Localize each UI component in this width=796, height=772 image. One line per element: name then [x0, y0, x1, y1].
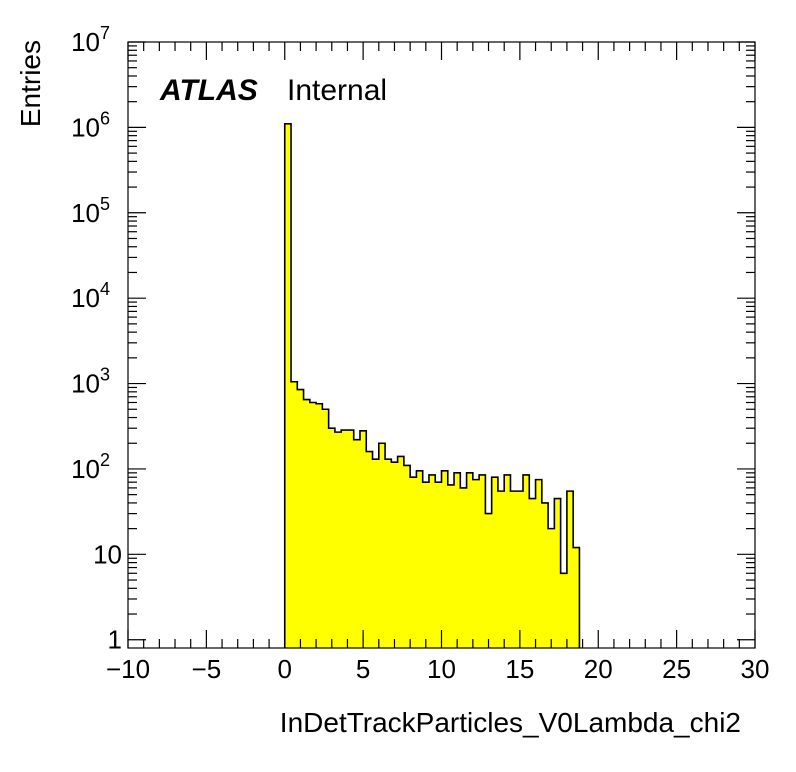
- histogram-bar: [359, 430, 367, 648]
- x-tick-label: 5: [356, 654, 370, 684]
- histogram-bar: [341, 430, 348, 648]
- x-tick-label: 15: [505, 654, 534, 684]
- x-tick-label: 30: [741, 654, 770, 684]
- histogram-bar: [560, 573, 568, 648]
- histogram-bar: [378, 443, 386, 648]
- y-tick-label: 102: [71, 450, 110, 484]
- x-tick-label: −10: [106, 654, 150, 684]
- histogram-bar: [479, 474, 486, 648]
- histogram-bar: [566, 491, 574, 648]
- y-axis-title: Entries: [15, 40, 46, 127]
- histogram-bars: [284, 123, 580, 648]
- histogram-bar: [322, 409, 330, 648]
- histogram-bar: [485, 513, 493, 648]
- histogram-bar: [497, 491, 505, 648]
- histogram-bar: [523, 474, 530, 648]
- histogram-bar: [428, 474, 436, 648]
- histogram-bar: [309, 402, 317, 648]
- histogram-bar: [573, 547, 580, 648]
- histogram-bar: [316, 403, 323, 648]
- histogram-bar: [385, 459, 392, 648]
- axis-ticks: [127, 41, 756, 648]
- histogram-bar: [328, 428, 336, 648]
- histogram-bar: [303, 399, 311, 648]
- histogram-bar: [334, 432, 342, 648]
- internal-label: Internal: [287, 74, 387, 107]
- y-tick-labels: 1 10 102 103 104 105 106 107: [71, 23, 122, 655]
- histogram-bar: [535, 479, 543, 648]
- y-tick-label: 107: [71, 23, 110, 57]
- histogram-bar: [529, 498, 536, 648]
- histogram-bar: [403, 465, 411, 648]
- histogram-bar: [366, 451, 373, 648]
- histogram-bar: [510, 491, 518, 648]
- atlas-label: ATLAS: [159, 74, 258, 107]
- y-tick-label: 105: [71, 194, 110, 228]
- histogram-bar: [416, 470, 424, 648]
- histogram-bar: [284, 123, 292, 648]
- histogram-bar: [548, 528, 555, 648]
- histogram-bar: [504, 474, 511, 648]
- x-tick-labels: −10 −5 0 5 10 15 20 25 30: [106, 654, 770, 684]
- histogram-outline: [283, 123, 581, 648]
- histogram-bar: [541, 502, 549, 648]
- histogram-bar: [454, 472, 461, 648]
- x-tick-label: −5: [192, 654, 222, 684]
- x-tick-label: 10: [427, 654, 456, 684]
- histogram-bar: [347, 430, 355, 648]
- x-tick-label: 20: [584, 654, 613, 684]
- x-tick-label: 25: [662, 654, 691, 684]
- histogram-bar: [435, 482, 442, 648]
- histogram-bar: [422, 482, 430, 648]
- y-tick-label: 103: [71, 365, 110, 399]
- y-tick-label: 104: [71, 279, 110, 313]
- y-tick-label: 106: [71, 108, 110, 142]
- x-tick-label: 0: [278, 654, 292, 684]
- histogram-bar: [441, 470, 449, 648]
- histogram-bar: [397, 456, 405, 648]
- histogram-bar: [410, 477, 417, 648]
- histogram-bar: [391, 462, 399, 648]
- histogram-bar: [466, 472, 474, 648]
- histogram-bar: [297, 389, 304, 648]
- histogram-bar: [516, 491, 524, 648]
- histogram-bar: [554, 498, 562, 648]
- histogram-bar: [372, 459, 380, 648]
- histogram-bar: [447, 484, 455, 648]
- histogram-bar: [472, 479, 480, 648]
- histogram-bar: [291, 381, 298, 648]
- y-tick-label: 10: [93, 539, 122, 569]
- x-axis-title: InDetTrackParticles_V0Lambda_chi2: [280, 707, 741, 738]
- y-tick-label: 1: [108, 625, 122, 655]
- histogram-bar: [491, 477, 499, 648]
- histogram-bar: [353, 439, 361, 648]
- histogram-bar: [460, 487, 467, 648]
